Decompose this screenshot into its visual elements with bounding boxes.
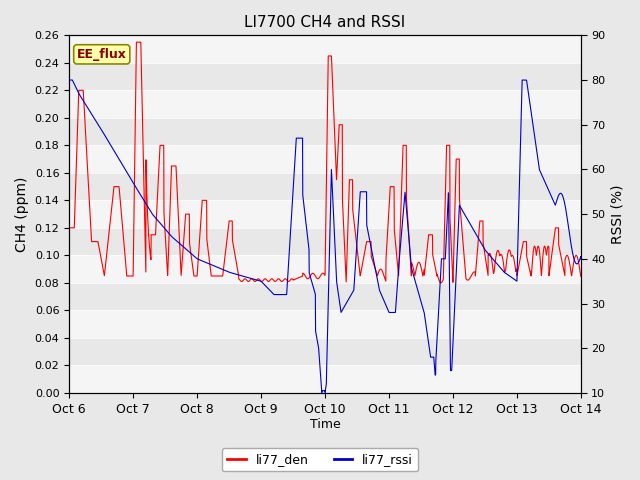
Bar bbox=[69, 255, 581, 283]
Y-axis label: CH4 (ppm): CH4 (ppm) bbox=[15, 177, 29, 252]
Bar bbox=[69, 145, 581, 173]
Title: LI7700 CH4 and RSSI: LI7700 CH4 and RSSI bbox=[244, 15, 406, 30]
Bar bbox=[69, 36, 581, 63]
Bar bbox=[69, 200, 581, 228]
Bar bbox=[69, 90, 581, 118]
Bar bbox=[69, 311, 581, 338]
Legend: li77_den, li77_rssi: li77_den, li77_rssi bbox=[222, 448, 418, 471]
Y-axis label: RSSI (%): RSSI (%) bbox=[611, 184, 625, 244]
Bar bbox=[69, 365, 581, 393]
Text: EE_flux: EE_flux bbox=[77, 48, 127, 61]
X-axis label: Time: Time bbox=[310, 419, 340, 432]
